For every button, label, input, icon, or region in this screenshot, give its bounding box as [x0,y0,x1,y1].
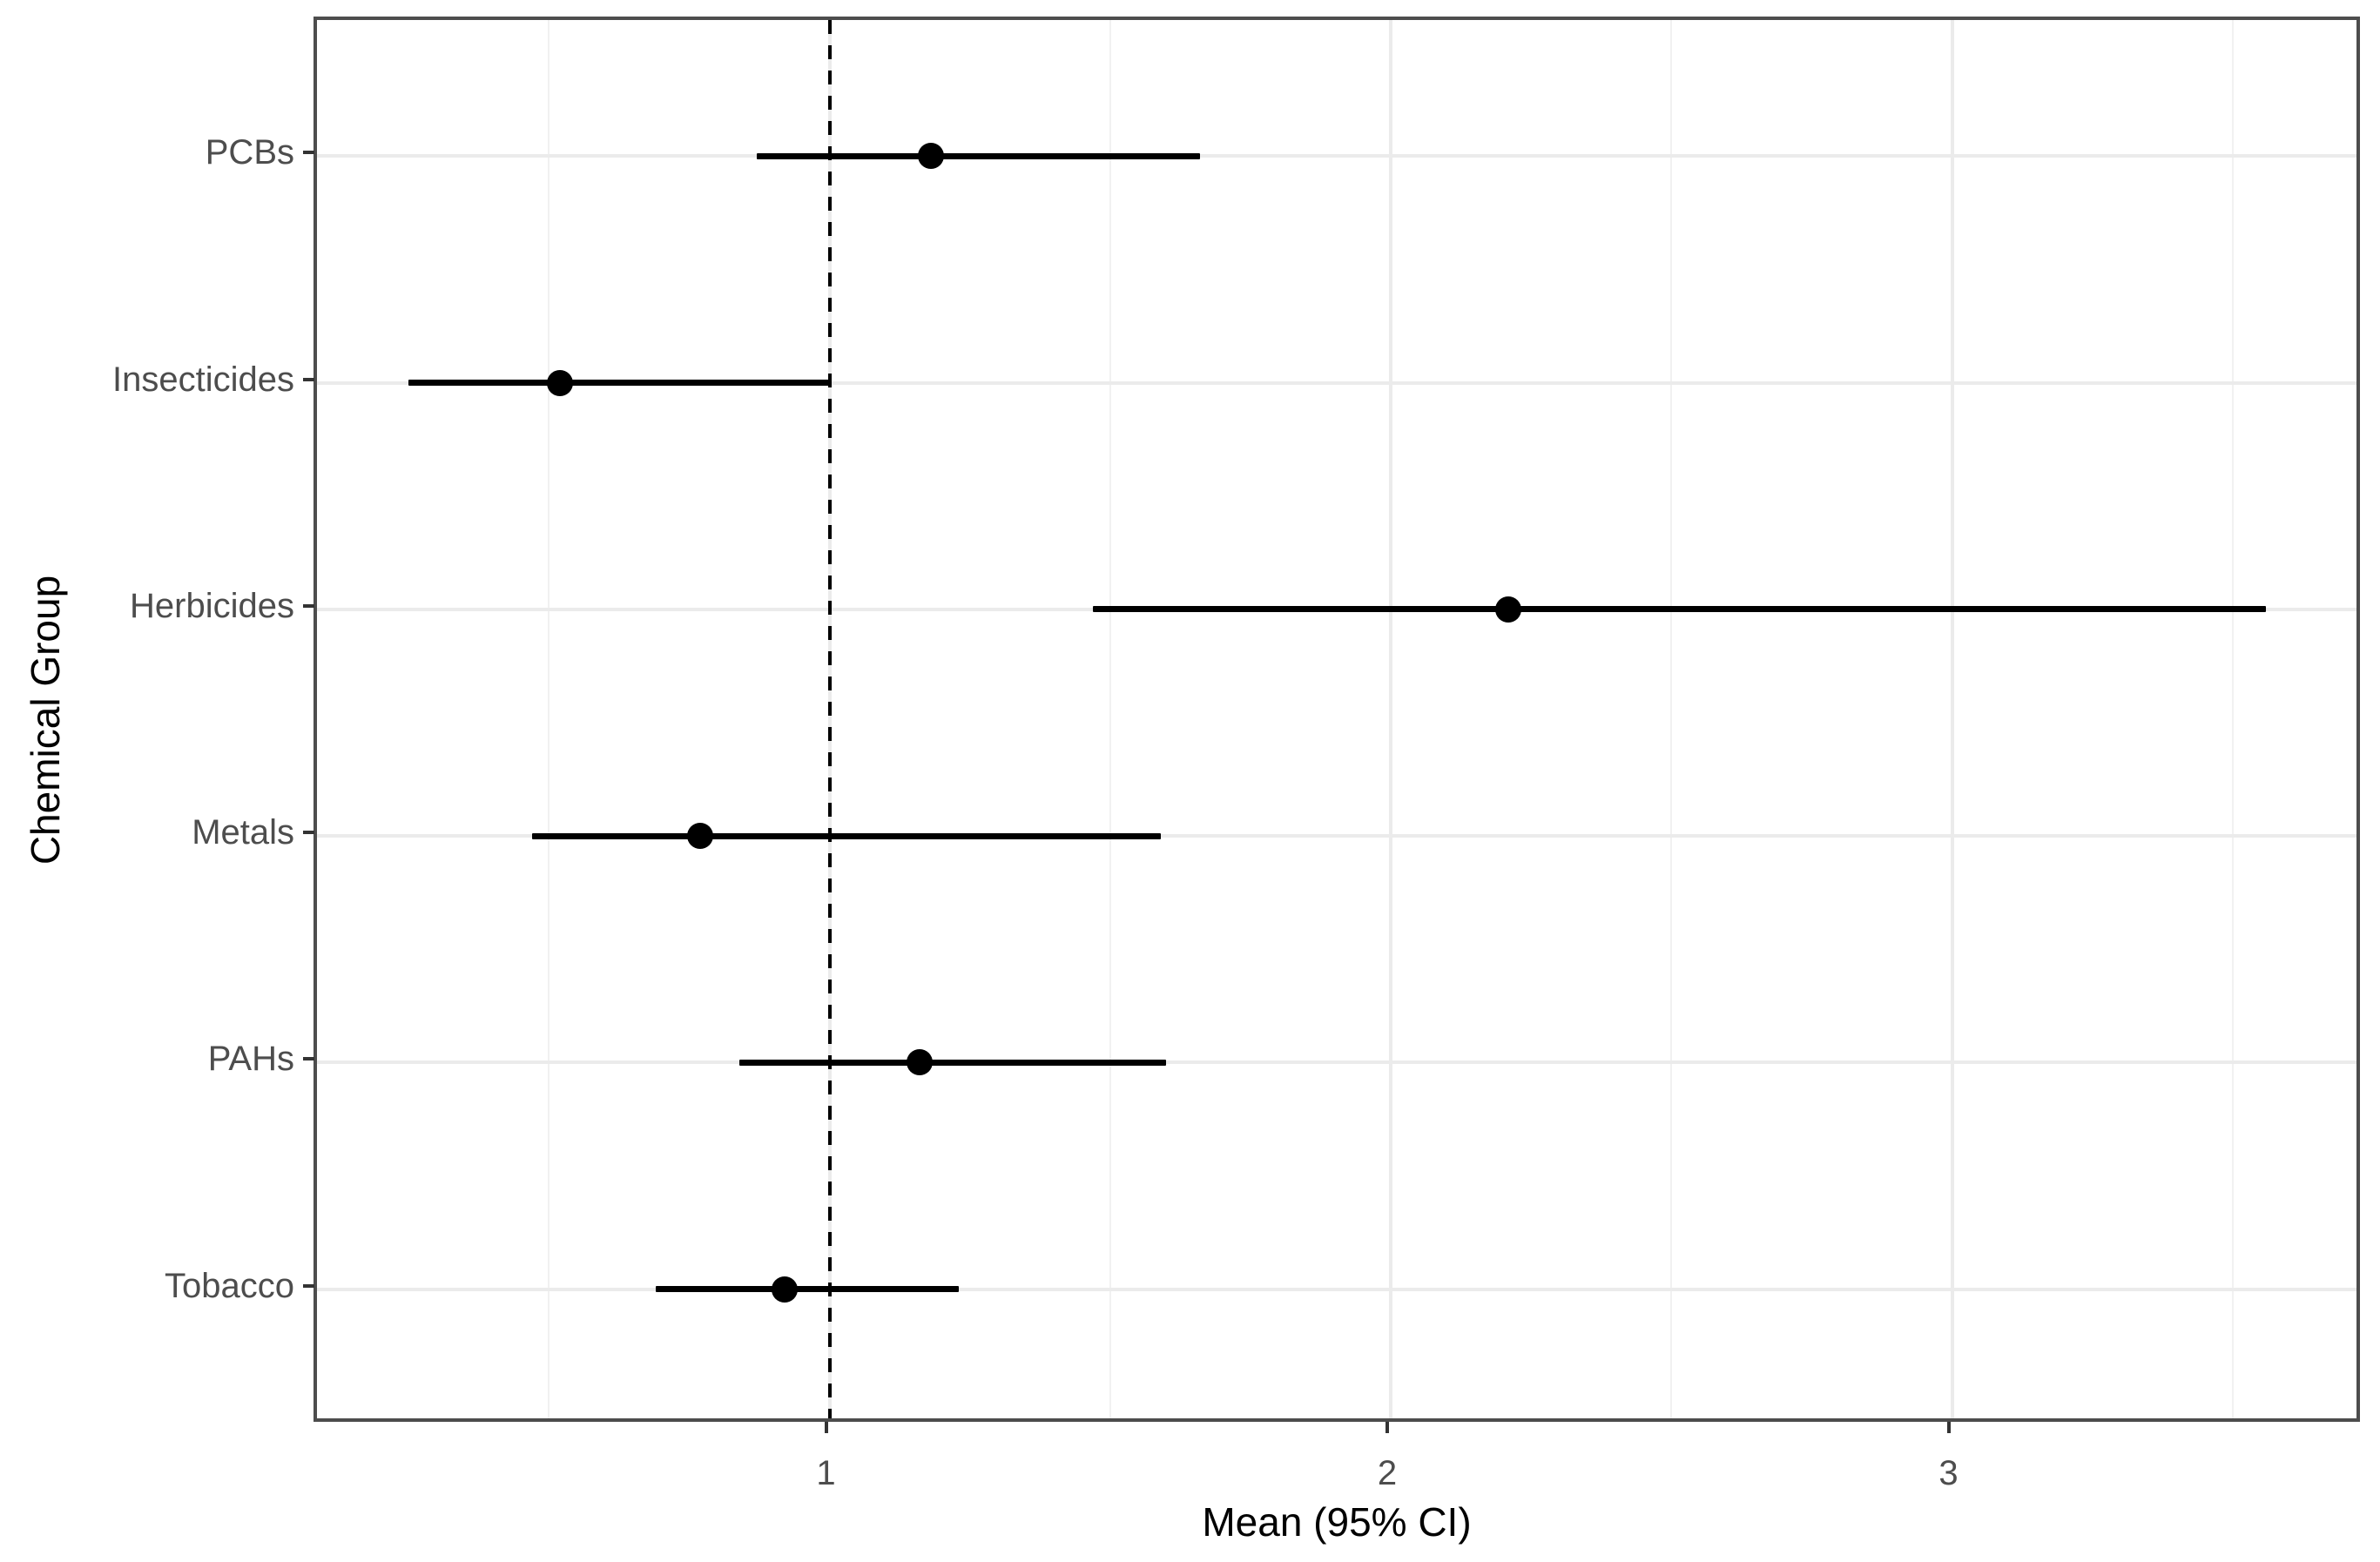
ci-line [408,380,830,387]
major-gridline [1389,20,1392,1418]
y-tick-label: Insecticides [112,360,294,399]
x-tick-mark [824,1422,828,1433]
y-tick-mark [303,603,314,608]
major-gridline [1950,20,1954,1418]
y-tick-label: Herbicides [130,586,294,625]
y-tick-mark [303,151,314,155]
ci-line [756,152,1200,159]
mean-dot [547,369,574,396]
y-tick-label: Tobacco [165,1266,294,1305]
mean-dot [906,1049,933,1076]
mean-dot [917,143,944,170]
category-gridline [317,380,2356,385]
minor-gridline [2231,20,2234,1418]
y-tick-label: Metals [192,813,294,852]
y-tick-mark [303,377,314,381]
plot-panel [314,17,2360,1422]
reference-line [827,20,832,1418]
mean-dot [1495,596,1522,623]
x-tick-label: 1 [816,1454,836,1492]
x-tick-label: 3 [1938,1454,1959,1492]
minor-gridline [548,20,550,1418]
mean-dot [687,823,714,850]
x-tick-mark [1946,1422,1951,1433]
y-tick-label: PAHs [207,1040,294,1079]
x-axis-title: Mean (95% CI) [1202,1499,1472,1545]
category-gridline [317,154,2356,158]
minor-gridline [1670,20,1673,1418]
y-tick-mark [303,1283,314,1288]
ci-line [531,832,1161,839]
ci-line [739,1059,1167,1066]
ci-line [655,1286,959,1293]
category-gridline [317,1060,2356,1065]
x-tick-mark [1386,1422,1389,1433]
category-gridline [317,834,2356,838]
minor-gridline [1109,20,1111,1418]
y-tick-mark [303,1057,314,1061]
y-tick-mark [303,831,314,835]
mean-dot [771,1276,798,1303]
x-tick-label: 2 [1377,1454,1398,1492]
ci-line [1093,606,2267,613]
category-gridline [317,1287,2356,1291]
y-tick-label: PCBs [205,133,294,172]
